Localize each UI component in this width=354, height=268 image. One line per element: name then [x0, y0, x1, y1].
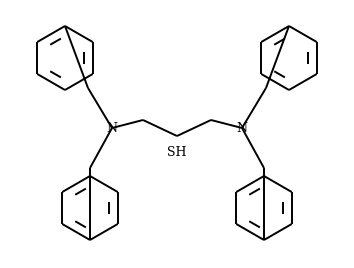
Text: N: N [107, 121, 118, 135]
Text: SH: SH [167, 146, 187, 159]
Text: N: N [236, 121, 247, 135]
